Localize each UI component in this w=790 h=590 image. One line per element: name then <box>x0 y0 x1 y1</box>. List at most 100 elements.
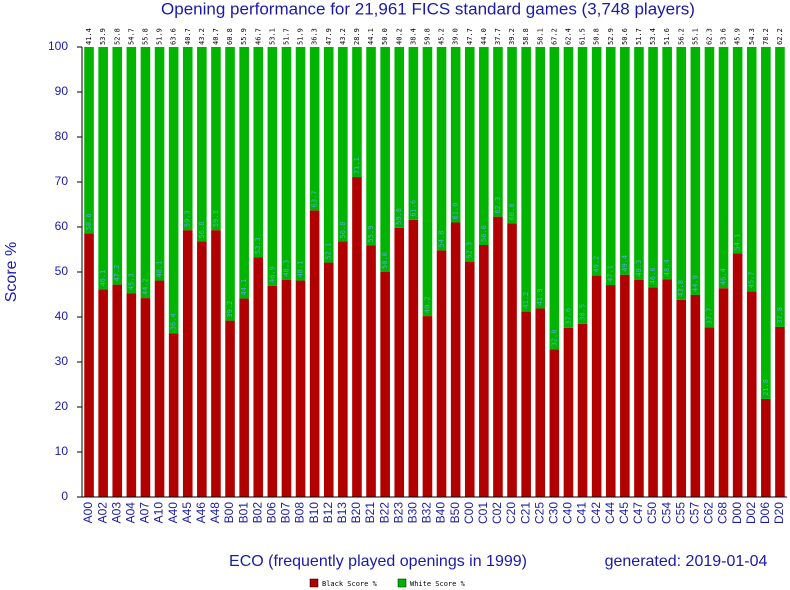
bar-segment <box>197 47 207 242</box>
data-label: 47.9 <box>325 28 333 45</box>
bar-segment <box>634 47 644 280</box>
data-label: 60.8 <box>508 204 516 221</box>
data-label: 43.8 <box>677 280 685 297</box>
data-label: 62.3 <box>705 28 713 45</box>
data-label: 58.8 <box>522 28 530 45</box>
legend-label: White Score % <box>410 580 466 588</box>
bar-segment <box>718 288 729 497</box>
bar-segment <box>338 47 348 242</box>
chart-title: Opening performance for 21,961 FICS stan… <box>161 0 695 18</box>
y-axis-label: Score % <box>3 242 20 302</box>
data-label: 56.8 <box>198 222 206 239</box>
bar-segment <box>479 245 489 497</box>
bar-segment <box>168 333 179 497</box>
bar-segment <box>676 47 687 300</box>
bar-segment <box>140 298 151 497</box>
bar-segment <box>112 284 123 497</box>
data-label: 55.8 <box>141 28 149 45</box>
bar-segment <box>535 47 546 309</box>
data-label: 40.2 <box>395 28 403 45</box>
x-tick-label: D20 <box>772 502 786 524</box>
x-tick-label: A48 <box>208 502 222 524</box>
x-tick-label: B08 <box>293 502 307 524</box>
data-label: 59.3 <box>184 210 192 227</box>
x-tick-label: D00 <box>730 502 744 524</box>
bar-segment <box>352 177 362 498</box>
x-tick-label: C02 <box>490 502 504 524</box>
x-tick-label: B01 <box>236 502 250 524</box>
data-label: 28.9 <box>353 28 361 45</box>
y-tick-label: 40 <box>55 309 69 323</box>
data-label: 49.2 <box>593 256 601 273</box>
bar-segment <box>323 262 334 497</box>
bar-segment <box>563 327 574 497</box>
data-label: 44.1 <box>367 28 375 45</box>
bar-segment <box>182 230 193 497</box>
bar-segment <box>704 47 715 328</box>
bar-segment <box>775 47 785 327</box>
bar-segment <box>394 227 405 497</box>
bar-segment <box>197 241 207 497</box>
bar-segment <box>84 233 94 498</box>
data-label: 54.1 <box>734 234 742 251</box>
data-label: 54.7 <box>127 28 135 45</box>
bar-segment <box>464 261 475 497</box>
x-tick-label: B32 <box>420 502 434 524</box>
data-label: 47.1 <box>607 265 615 282</box>
bar-segment <box>761 47 771 399</box>
data-label: 40.7 <box>184 28 192 45</box>
y-tick-label: 100 <box>48 39 68 53</box>
bar-segment <box>761 398 771 497</box>
bar-segment <box>563 47 574 328</box>
bar-segment <box>352 47 362 178</box>
bar-segment <box>295 47 306 281</box>
bar-segment <box>605 47 616 286</box>
data-label: 61.0 <box>452 203 460 220</box>
bar-segment <box>154 280 165 497</box>
data-label: 48.1 <box>156 261 164 278</box>
bar-segment <box>295 280 306 497</box>
data-label: 50.0 <box>381 252 389 269</box>
bar-segment <box>690 294 701 497</box>
data-label: 37.7 <box>705 307 713 324</box>
data-label: 62.4 <box>564 28 572 45</box>
data-label: 53.4 <box>649 28 657 45</box>
data-label: 46.1 <box>99 270 107 287</box>
bar-segment <box>436 250 447 497</box>
data-label: 43.2 <box>198 28 206 45</box>
bar-segment <box>126 293 137 497</box>
y-tick-label: 80 <box>55 129 69 143</box>
data-label: 53.6 <box>720 28 728 45</box>
data-label: 52.9 <box>607 28 615 45</box>
bar-segment <box>98 47 108 290</box>
x-tick-label: C50 <box>645 502 659 524</box>
y-tick-label: 70 <box>55 174 69 188</box>
bar-segment <box>182 47 193 231</box>
bar-segment <box>690 47 701 295</box>
data-label: 63.7 <box>311 190 319 207</box>
bar-segment <box>479 47 489 245</box>
y-tick-label: 30 <box>55 354 69 368</box>
x-tick-label: C47 <box>631 502 645 524</box>
data-label: 32.8 <box>550 330 558 347</box>
bar-segment <box>493 47 503 217</box>
data-label: 56.8 <box>339 222 347 239</box>
x-tick-label: D02 <box>744 502 758 524</box>
data-label: 43.2 <box>339 28 347 45</box>
x-tick-label: B13 <box>335 502 349 524</box>
x-tick-label: C54 <box>659 502 673 524</box>
x-tick-label: C00 <box>462 502 476 524</box>
x-tick-label: B22 <box>377 502 391 524</box>
data-label: 40.2 <box>423 296 431 313</box>
x-tick-label: B06 <box>265 502 279 524</box>
x-tick-label: C45 <box>617 502 631 524</box>
annotation: generated: 2019-01-04 <box>605 553 768 570</box>
bar-segment <box>281 279 292 497</box>
data-label: 61.6 <box>409 200 417 217</box>
bar-segment <box>253 47 264 258</box>
data-label: 45.7 <box>748 271 756 288</box>
x-tick-label: C30 <box>547 502 561 524</box>
x-tick-label: C41 <box>575 502 589 524</box>
data-label: 48.4 <box>663 259 671 276</box>
